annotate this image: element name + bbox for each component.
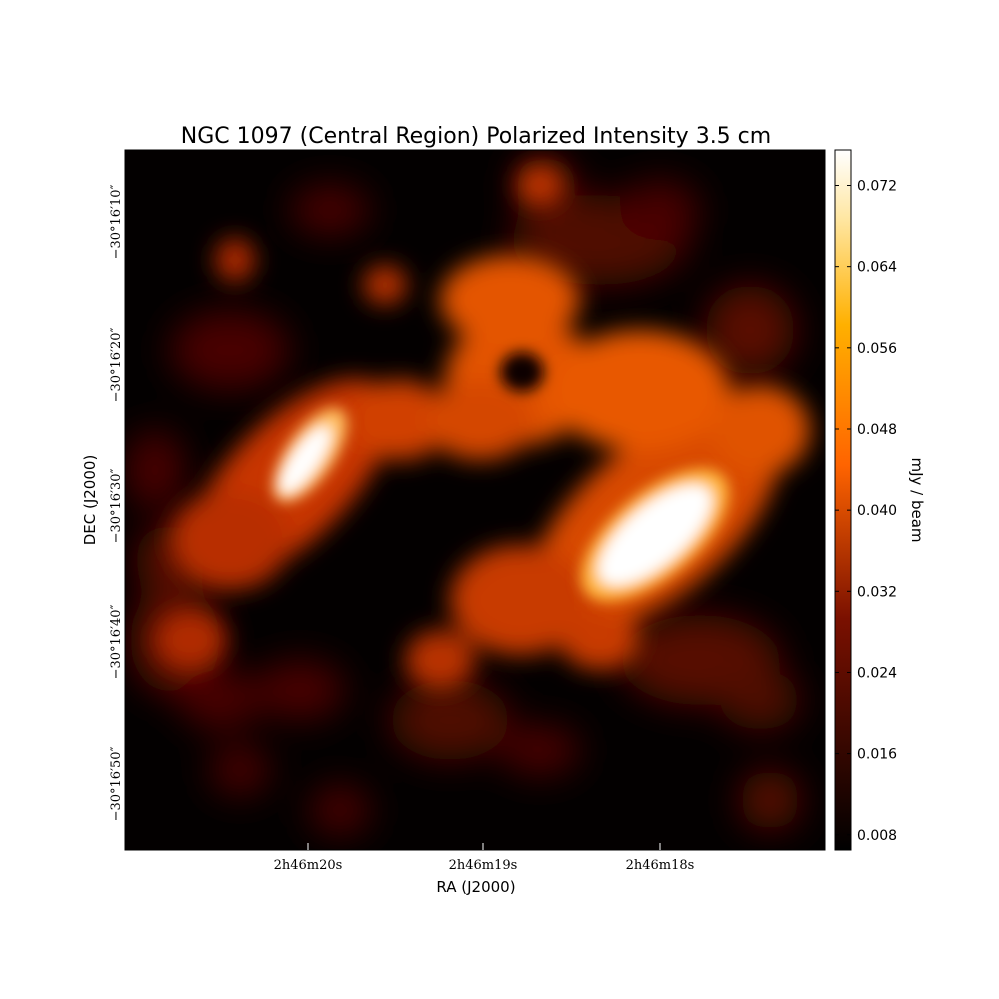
y-tick-label: −30°16′40″: [109, 604, 124, 679]
y-tick-label: −30°16′10″: [109, 184, 124, 259]
ring-hole: [500, 352, 544, 392]
plot-frame: [124, 149, 826, 851]
colorbar-label: mJy / beam: [908, 457, 926, 542]
colorbar-tick-label: 0.072: [857, 179, 897, 195]
colorbar-tick-label: 0.048: [857, 422, 897, 438]
colorbar-ticks: 0.008 0.016 0.024 0.032 0.040 0.048 0.056 0.064…: [835, 179, 897, 844]
y-axis: −30°16′10″ −30°16′20″ −30°16′30″ −30°16′…: [81, 184, 124, 821]
colorbar-tick-label: 0.008: [857, 828, 897, 844]
y-tick-label: −30°16′30″: [109, 468, 124, 543]
colorbar-gradient: [834, 149, 852, 851]
colorbar-tick-label: 0.056: [857, 341, 897, 357]
x-tick-label: 2h46m20s: [274, 858, 343, 873]
x-axis-label: RA (J2000): [436, 878, 515, 896]
colorbar-tick-label: 0.016: [857, 747, 897, 763]
colorbar-tick-label: 0.040: [857, 503, 897, 519]
y-axis-label: DEC (J2000): [81, 455, 99, 546]
colorbar-tick-label: 0.024: [857, 665, 897, 681]
x-tick-label: 2h46m19s: [449, 858, 518, 873]
y-tick-label: −30°16′50″: [109, 746, 124, 821]
diffuse-emission: [125, 157, 800, 835]
colorbar: 0.008 0.016 0.024 0.032 0.040 0.048 0.056 0.064…: [834, 149, 926, 851]
colorbar-tick-label: 0.064: [857, 260, 897, 276]
colorbar-tick-label: 0.032: [857, 584, 897, 600]
x-tick-label: 2h46m18s: [626, 858, 695, 873]
polarized-intensity-map: [125, 150, 825, 850]
y-tick-label: −30°16′20″: [109, 327, 124, 402]
x-axis: 2h46m20s 2h46m19s 2h46m18s RA (J2000): [274, 843, 695, 896]
bright-ridges: [272, 407, 730, 602]
chart-title: NGC 1097 (Central Region) Polarized Inte…: [181, 124, 771, 149]
